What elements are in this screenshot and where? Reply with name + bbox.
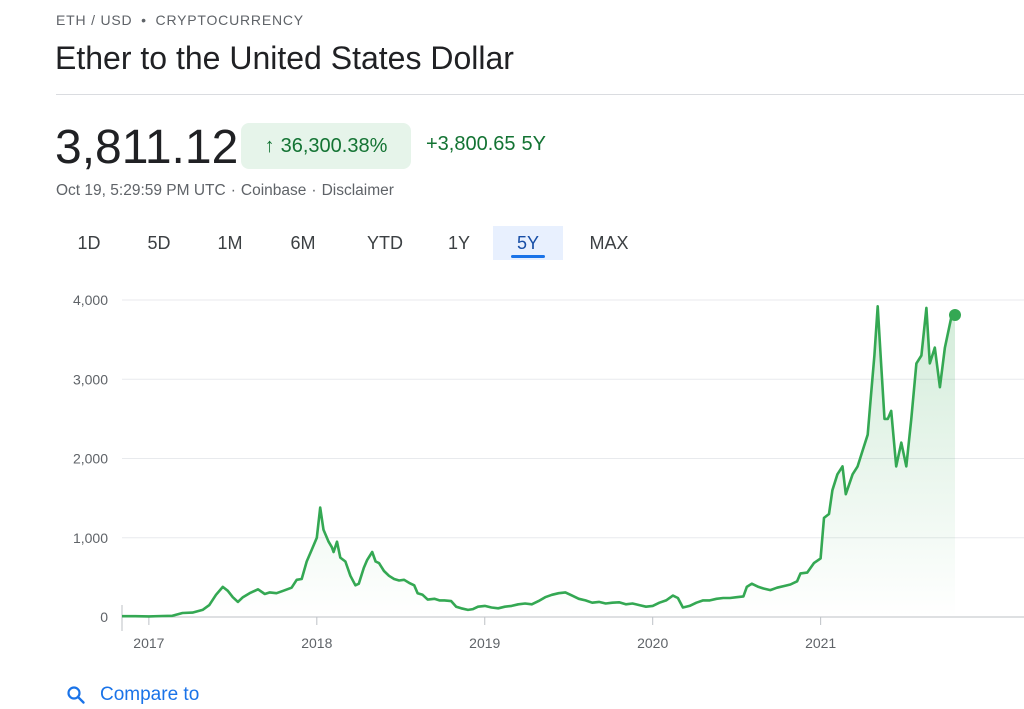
y-tick-label: 2,000	[73, 451, 108, 467]
x-tick-label: 2020	[637, 635, 668, 651]
current-price: 3,811.12	[55, 121, 239, 174]
page-title: Ether to the United States Dollar	[55, 40, 514, 76]
y-tick-label: 3,000	[73, 371, 108, 387]
breadcrumb-separator: •	[141, 12, 147, 28]
price-line	[122, 305, 956, 618]
price-area-fill	[122, 306, 955, 617]
percent-change-value: 36,300.38%	[280, 134, 388, 157]
tab-5d[interactable]: 5D	[147, 233, 171, 253]
breadcrumb: ETH / USD • CRYPTOCURRENCY	[56, 12, 304, 28]
breadcrumb-pair[interactable]: ETH / USD	[56, 12, 133, 28]
y-tick-label: 1,000	[73, 530, 108, 546]
x-tick-label: 2021	[805, 635, 836, 651]
up-arrow-icon: ↑	[264, 134, 275, 157]
absolute-change-value: +3,800.65	[426, 133, 516, 155]
x-tick-label: 2018	[301, 635, 332, 651]
breadcrumb-category[interactable]: CRYPTOCURRENCY	[155, 12, 304, 28]
y-tick-label: 0	[100, 609, 108, 625]
header-divider	[56, 94, 1024, 95]
tab-1y[interactable]: 1Y	[447, 233, 471, 253]
y-tick-label: 4,000	[73, 292, 108, 308]
quote-timestamp-line: Oct 19, 5:29:59 PM UTC · Coinbase · Disclaim…	[56, 182, 394, 200]
current-price-marker	[949, 308, 961, 321]
range-tabs: 1D 5D 1M 6M YTD 1Y 5Y MAX	[56, 226, 656, 260]
compare-to-label: Compare to	[100, 684, 200, 705]
tab-5y[interactable]: 5Y	[493, 226, 563, 260]
x-tick-label: 2017	[133, 635, 164, 651]
tab-1d[interactable]: 1D	[77, 233, 101, 253]
x-tick-label: 2019	[469, 635, 500, 651]
percent-change-badge: ↑ 36,300.38%	[241, 123, 411, 169]
separator: ·	[311, 182, 317, 199]
timestamp: Oct 19, 5:29:59 PM UTC	[56, 182, 226, 199]
compare-to-button[interactable]: Compare to	[66, 684, 199, 706]
data-source: Coinbase	[240, 182, 307, 199]
separator: ·	[230, 182, 236, 199]
disclaimer-link[interactable]: Disclaimer	[321, 182, 394, 199]
search-icon	[67, 686, 85, 704]
tab-max[interactable]: MAX	[589, 233, 629, 253]
tab-6m[interactable]: 6M	[290, 233, 316, 253]
tab-1m[interactable]: 1M	[217, 233, 243, 253]
tab-ytd[interactable]: YTD	[367, 233, 403, 253]
change-period: 5Y	[521, 133, 546, 155]
x-axis: 2017 2018 2019 2020 2021	[133, 617, 836, 651]
absolute-change: +3,800.65 5Y	[426, 133, 546, 156]
y-axis: 0 1,000 2,000 3,000 4,000	[73, 292, 108, 625]
